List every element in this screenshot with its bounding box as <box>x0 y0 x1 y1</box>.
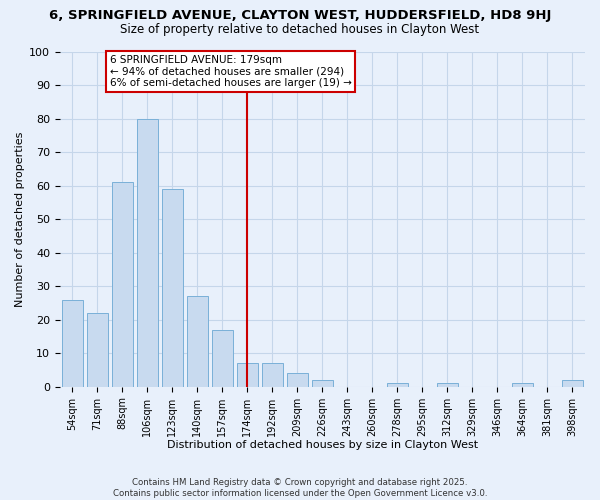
Bar <box>137 118 158 386</box>
Bar <box>87 313 108 386</box>
Bar <box>562 380 583 386</box>
Bar <box>162 189 183 386</box>
X-axis label: Distribution of detached houses by size in Clayton West: Distribution of detached houses by size … <box>167 440 478 450</box>
Text: 6 SPRINGFIELD AVENUE: 179sqm
← 94% of detached houses are smaller (294)
6% of se: 6 SPRINGFIELD AVENUE: 179sqm ← 94% of de… <box>110 55 352 88</box>
Text: Contains HM Land Registry data © Crown copyright and database right 2025.
Contai: Contains HM Land Registry data © Crown c… <box>113 478 487 498</box>
Bar <box>312 380 333 386</box>
Bar <box>512 384 533 386</box>
Bar <box>212 330 233 386</box>
Bar <box>187 296 208 386</box>
Text: Size of property relative to detached houses in Clayton West: Size of property relative to detached ho… <box>121 22 479 36</box>
Bar <box>62 300 83 386</box>
Y-axis label: Number of detached properties: Number of detached properties <box>15 132 25 307</box>
Bar <box>437 384 458 386</box>
Bar <box>387 384 408 386</box>
Bar <box>112 182 133 386</box>
Text: 6, SPRINGFIELD AVENUE, CLAYTON WEST, HUDDERSFIELD, HD8 9HJ: 6, SPRINGFIELD AVENUE, CLAYTON WEST, HUD… <box>49 9 551 22</box>
Bar <box>287 374 308 386</box>
Bar <box>237 364 258 386</box>
Bar <box>262 364 283 386</box>
